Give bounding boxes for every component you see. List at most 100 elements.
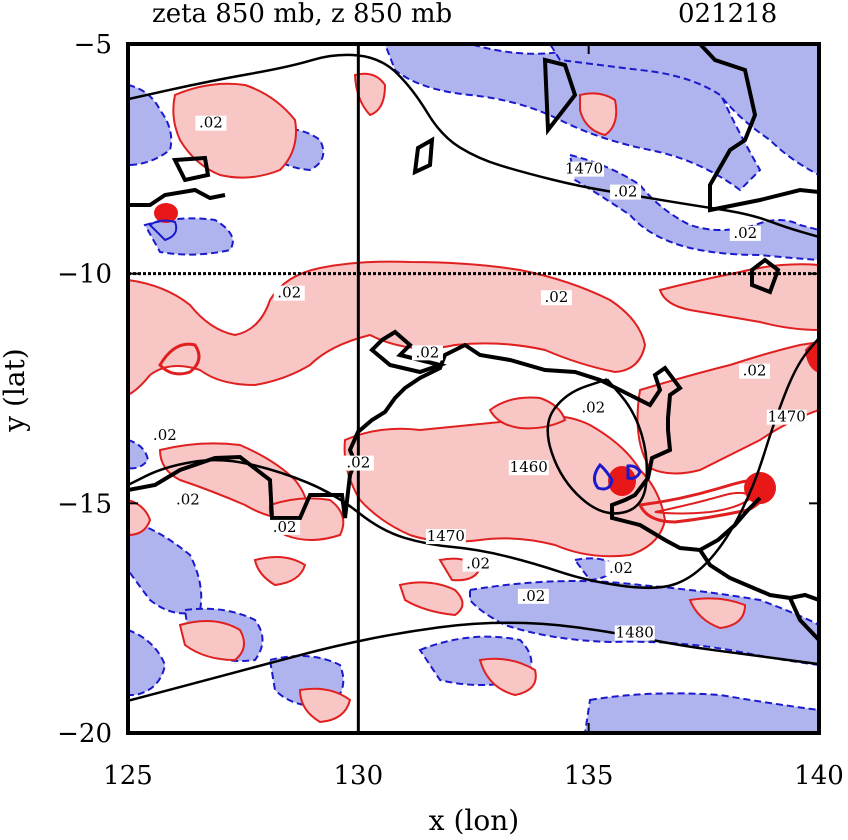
y-tick-label: −5 [74,30,112,60]
height-contour-1470 [128,53,819,239]
contour-label: 1470 [565,160,603,178]
contour-label-bg [739,363,771,379]
contour-label: .02 [521,587,545,605]
thick-contour [789,592,819,602]
positive-vorticity-regions [128,72,819,724]
contour-label: 1470 [768,408,806,426]
y-tick-label: −10 [57,260,112,290]
contour-label: .02 [733,224,757,242]
strong-negative-contour [148,219,178,242]
positive-vorticity-region [172,82,297,179]
thick-contour [698,44,819,213]
contour-label: 1480 [616,624,654,642]
strong-positive-blob [744,472,776,504]
contour-label-bg [172,492,204,508]
contour-label-bg [605,561,637,577]
contour-label: .02 [273,518,297,536]
positive-vorticity-region [178,620,245,662]
chart-title: zeta 850 mb, z 850 mb [152,0,452,29]
contour-label-bg [729,225,761,241]
contour-label-bg [517,588,549,604]
contour-label-bg [269,519,301,535]
positive-vorticity-region [128,260,647,397]
height-contour-1470 [128,337,819,590]
y-tick-label: −15 [57,489,112,519]
contour-label-bg [508,460,549,476]
contour-label-bg [610,184,642,200]
plot-frame [126,42,821,735]
reference-lines [128,44,819,733]
y-tick-labels: −5 −10 −15 −20 [57,30,112,749]
positive-vorticity-region [488,396,567,430]
positive-vorticity-region [253,555,307,587]
contour-label-bg [342,455,374,471]
thick-contour [369,329,447,375]
contour-label: 1470 [427,527,465,545]
negative-vorticity-region [548,44,819,177]
contour-label-bg [411,345,443,361]
positive-vorticity-region [478,657,537,697]
height-contours [128,53,819,703]
contour-label-bg [577,400,609,416]
contour-label-bg [614,625,655,641]
positive-vorticity-region [688,597,747,630]
contour-label-bg [273,285,305,301]
y-axis-label: y (lat) [0,348,31,432]
x-tick-label: 125 [103,761,153,791]
contour-label: .02 [346,454,370,472]
thick-contour [128,187,226,207]
negative-vorticity-region [128,518,203,615]
chart-date: 021218 [678,0,777,29]
contour-label-bg [766,409,807,425]
negative-vorticity-region [128,83,173,167]
strong-negative-contour [626,464,642,480]
contour-label-bg [425,529,466,545]
negative-vorticity-region [573,557,617,582]
x-tick-label: 130 [334,761,384,791]
contour-label: .02 [416,343,440,361]
thick-contour [750,257,781,295]
thick-contour [542,57,578,136]
negative-vorticity-region [383,44,762,192]
height-contour-1480 [128,621,819,703]
contour-label-bg [195,115,227,131]
thick-contour [171,155,211,183]
x-tick-label: 135 [564,761,614,791]
negative-vorticity-region [583,692,819,733]
strong-negative-contour [593,462,614,491]
x-tick-labels: 125 130 135 140 [103,761,844,791]
contour-label: .02 [466,555,490,573]
thick-contour [412,136,435,176]
strong-positive-blob [154,203,178,223]
negative-vorticity-region [128,438,150,470]
contour-label: 1460 [510,458,548,476]
positive-vorticity-region [398,581,464,617]
contour-label: .02 [176,490,200,508]
strong-positive-contour [158,342,201,376]
negative-vorticity-region [128,628,167,696]
thick-contour [698,548,819,642]
x-tick-label: 140 [794,761,844,791]
contour-label-bg [462,556,494,572]
y-tick-label: −20 [57,719,112,749]
contour-label-bg [564,161,605,177]
contour-label: .02 [609,559,633,577]
contour-label-bg [149,428,181,444]
contour-label: .02 [614,183,638,201]
contour-label-bg [540,290,572,306]
contour-label: .02 [581,398,605,416]
positive-vorticity-region [298,687,352,724]
contour-label: .02 [743,362,767,380]
strong-vorticity-features [148,203,819,524]
contour-label: .02 [277,284,301,302]
positive-vorticity-region [579,92,618,137]
negative-vorticity-region [143,217,234,256]
contour-label: .02 [153,426,177,444]
x-axis-label: x (lon) [429,804,519,837]
tick-marks [127,43,820,734]
contour-label: .02 [199,114,223,132]
